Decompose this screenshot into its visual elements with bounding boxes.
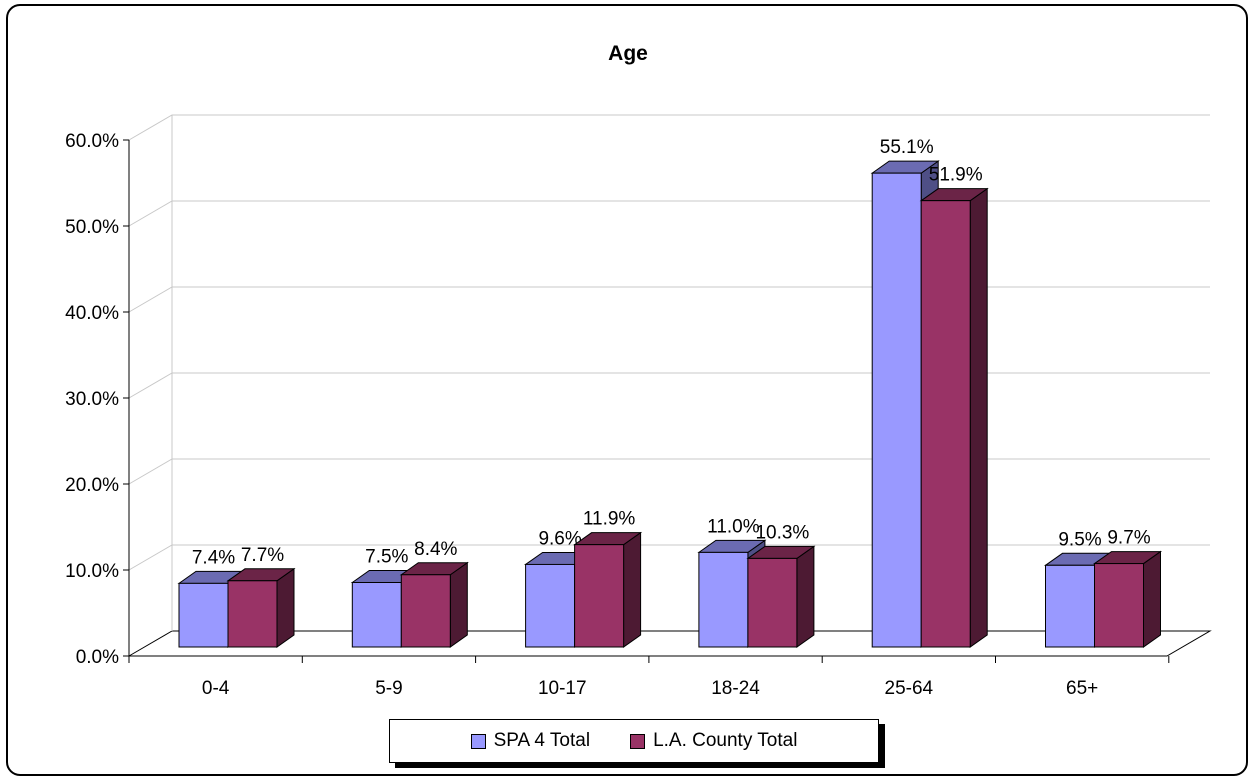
bar: [747, 557, 798, 648]
data-label: 55.1%: [880, 137, 934, 158]
gridline: [128, 114, 1210, 141]
data-label: 7.5%: [365, 547, 408, 568]
y-tick-label: 10.0%: [65, 561, 119, 582]
legend-swatch-la-county: [630, 733, 646, 749]
legend-label-spa4: SPA 4 Total: [493, 730, 591, 751]
bar-side: [1143, 550, 1161, 648]
bar: [574, 544, 625, 648]
data-label: 9.5%: [1058, 529, 1101, 550]
y-tick-label: 40.0%: [65, 303, 119, 324]
x-tick-label: 18-24: [711, 678, 760, 699]
gridline: [128, 372, 1210, 399]
x-tick-label: 65+: [1066, 678, 1098, 699]
legend-label-la-county: L.A. County Total: [653, 730, 798, 751]
data-label: 8.4%: [414, 539, 457, 560]
legend-swatch-spa4: [470, 733, 486, 749]
chart-legend: SPA 4 Total L.A. County Total: [389, 719, 879, 763]
x-tick-label: 10-17: [538, 678, 587, 699]
bar: [178, 582, 229, 648]
bar: [1045, 564, 1095, 648]
bar: [1094, 563, 1144, 648]
data-label: 11.9%: [583, 509, 636, 530]
legend-item-spa4: SPA 4 Total: [470, 730, 591, 752]
data-label: 9.6%: [538, 528, 581, 549]
bar-side: [623, 531, 642, 648]
data-label: 9.7%: [1107, 528, 1150, 549]
gridline: [128, 286, 1210, 313]
y-tick-label: 50.0%: [65, 217, 119, 238]
bar: [698, 551, 749, 648]
chart-title: Age: [608, 42, 648, 65]
y-tick-label: 20.0%: [65, 475, 119, 496]
y-tick-label: 0.0%: [76, 647, 119, 668]
data-label: 11.0%: [707, 516, 760, 537]
x-tick-label: 0-4: [202, 678, 230, 699]
data-label: 7.7%: [241, 545, 284, 566]
gridline: [128, 458, 1210, 485]
x-tick-label: 25-64: [885, 678, 934, 699]
data-label: 7.4%: [192, 547, 235, 568]
data-label: 51.9%: [929, 165, 983, 186]
bar-side: [276, 567, 295, 648]
bar-side: [796, 545, 815, 648]
data-label: 10.3%: [755, 522, 809, 543]
bar-side: [969, 187, 988, 648]
bar-side: [449, 561, 468, 648]
bar: [351, 582, 402, 648]
bar: [400, 574, 451, 648]
bar: [871, 172, 922, 648]
y-tick-label: 30.0%: [65, 389, 119, 410]
bar: [920, 200, 971, 648]
bar: [525, 563, 576, 648]
legend-item-la-county: L.A. County Total: [630, 730, 797, 752]
bar: [227, 580, 278, 648]
x-tick-label: 5-9: [375, 678, 402, 699]
y-tick-label: 60.0%: [65, 131, 119, 152]
gridline: [128, 200, 1210, 227]
